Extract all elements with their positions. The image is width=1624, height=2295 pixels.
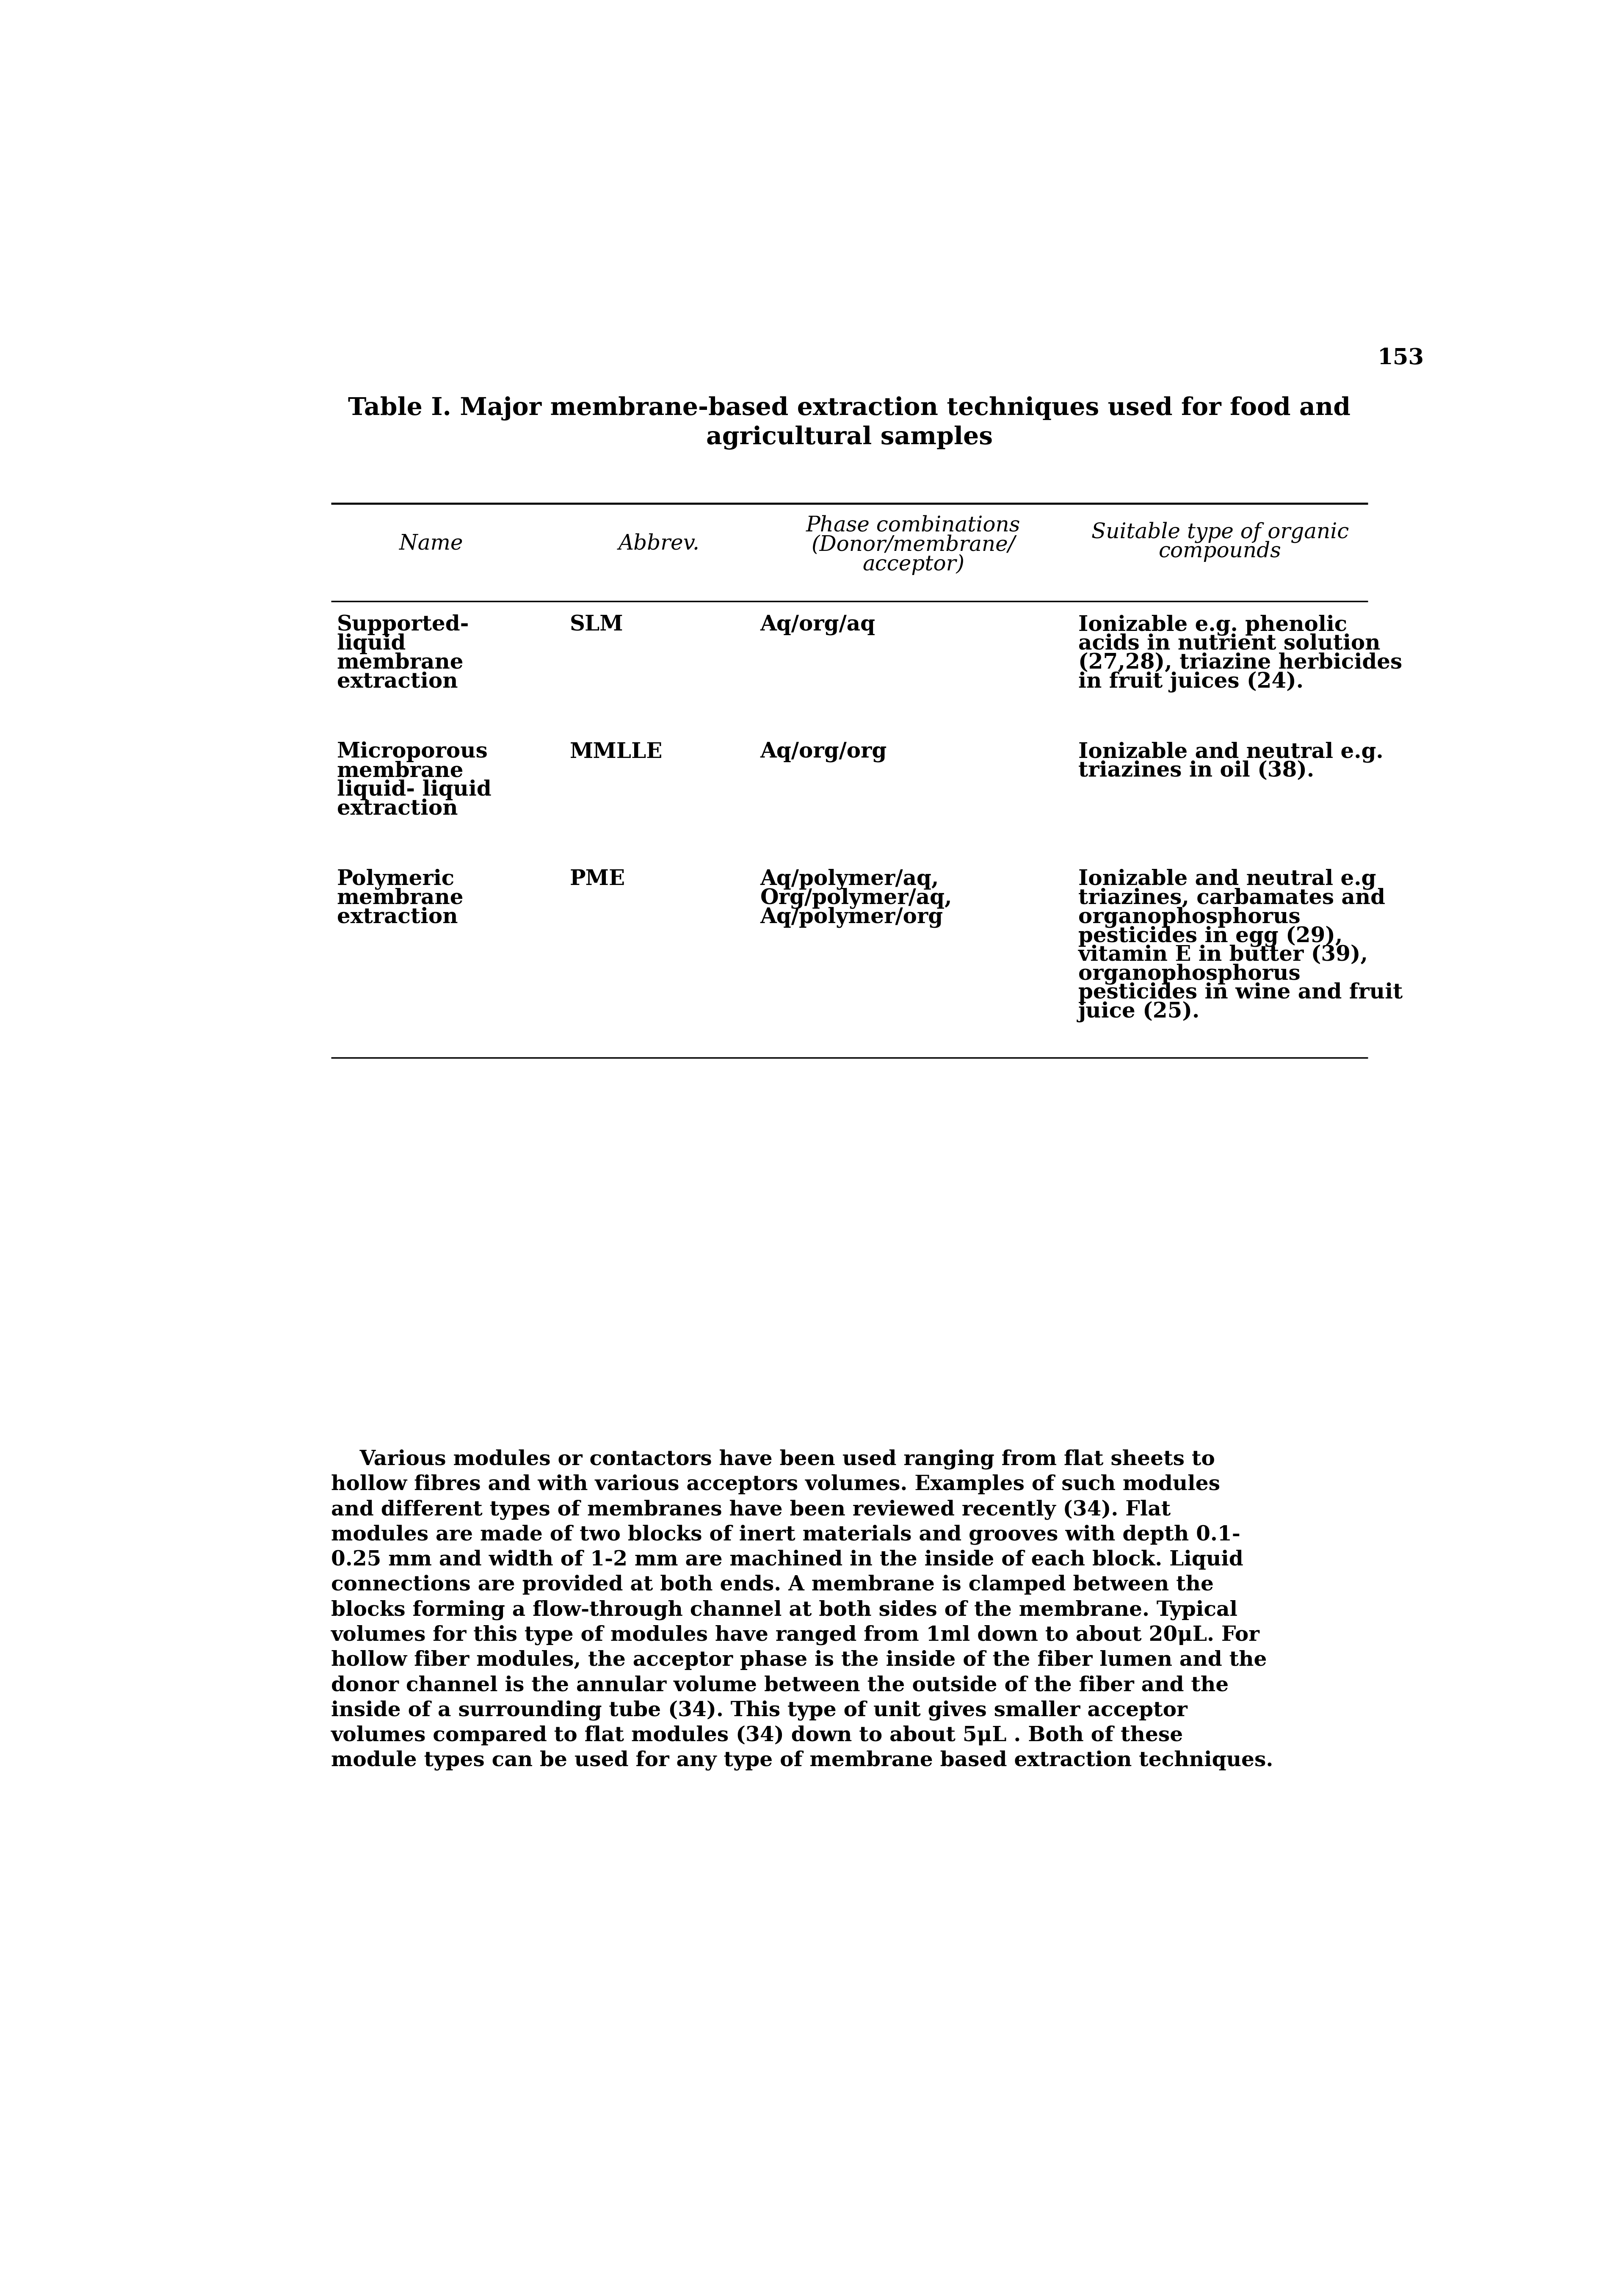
Text: Org/polymer/aq,: Org/polymer/aq, <box>760 888 952 909</box>
Text: membrane: membrane <box>336 652 464 672</box>
Text: donor channel is the annular volume between the outside of the fiber and the: donor channel is the annular volume betw… <box>331 1675 1229 1696</box>
Text: Microporous: Microporous <box>336 741 487 762</box>
Text: Abbrev.: Abbrev. <box>619 532 700 553</box>
Text: 0.25 mm and width of 1-2 mm are machined in the inside of each block. Liquid: 0.25 mm and width of 1-2 mm are machined… <box>331 1549 1244 1570</box>
Text: (Donor/membrane/: (Donor/membrane/ <box>812 535 1015 555</box>
Text: liquid: liquid <box>336 633 406 654</box>
Text: Aq/org/aq: Aq/org/aq <box>760 615 875 636</box>
Text: Table I. Major membrane-based extraction techniques used for food and: Table I. Major membrane-based extraction… <box>348 397 1351 420</box>
Text: 153: 153 <box>1377 347 1424 369</box>
Text: agricultural samples: agricultural samples <box>706 425 992 450</box>
Text: volumes for this type of modules have ranged from 1ml down to about 20μL. For: volumes for this type of modules have ra… <box>331 1625 1260 1646</box>
Text: and different types of membranes have been reviewed recently (34). Flat: and different types of membranes have be… <box>331 1499 1171 1519</box>
Text: Ionizable and neutral e.g.: Ionizable and neutral e.g. <box>1078 741 1384 762</box>
Text: volumes compared to flat modules (34) down to about 5μL . Both of these: volumes compared to flat modules (34) do… <box>331 1726 1184 1744</box>
Text: connections are provided at both ends. A membrane is clamped between the: connections are provided at both ends. A… <box>331 1574 1213 1595</box>
Text: PME: PME <box>570 870 625 890</box>
Text: Ionizable e.g. phenolic: Ionizable e.g. phenolic <box>1078 615 1348 636</box>
Text: Aq/org/org: Aq/org/org <box>760 741 887 762</box>
Text: Aq/polymer/aq,: Aq/polymer/aq, <box>760 870 939 890</box>
Text: SLM: SLM <box>570 615 624 636</box>
Text: organophosphorus: organophosphorus <box>1078 964 1301 985</box>
Text: Polymeric: Polymeric <box>336 870 455 890</box>
Text: triazines in oil (38).: triazines in oil (38). <box>1078 760 1314 780</box>
Text: extraction: extraction <box>336 799 458 819</box>
Text: Phase combinations: Phase combinations <box>806 514 1020 537</box>
Text: Ionizable and neutral e.g: Ionizable and neutral e.g <box>1078 870 1376 890</box>
Text: (27,28), triazine herbicides: (27,28), triazine herbicides <box>1078 652 1402 672</box>
Text: hollow fiber modules, the acceptor phase is the inside of the fiber lumen and th: hollow fiber modules, the acceptor phase… <box>331 1650 1267 1671</box>
Text: in fruit juices (24).: in fruit juices (24). <box>1078 670 1304 693</box>
Text: inside of a surrounding tube (34). This type of unit gives smaller acceptor: inside of a surrounding tube (34). This … <box>331 1701 1187 1721</box>
Text: juice (25).: juice (25). <box>1078 1001 1200 1021</box>
Text: membrane: membrane <box>336 760 464 780</box>
Text: liquid- liquid: liquid- liquid <box>336 780 492 801</box>
Text: module types can be used for any type of membrane based extraction techniques.: module types can be used for any type of… <box>331 1751 1273 1769</box>
Text: blocks forming a flow-through channel at both sides of the membrane. Typical: blocks forming a flow-through channel at… <box>331 1600 1237 1620</box>
Text: Various modules or contactors have been used ranging from flat sheets to: Various modules or contactors have been … <box>331 1448 1215 1469</box>
Text: organophosphorus: organophosphorus <box>1078 907 1301 927</box>
Text: triazines, carbamates and: triazines, carbamates and <box>1078 888 1385 909</box>
Text: acceptor): acceptor) <box>862 553 965 576</box>
Text: MMLLE: MMLLE <box>570 741 663 762</box>
Text: extraction: extraction <box>336 670 458 693</box>
Text: extraction: extraction <box>336 907 458 927</box>
Text: modules are made of two blocks of inert materials and grooves with depth 0.1-: modules are made of two blocks of inert … <box>331 1524 1241 1545</box>
Text: vitamin E in butter (39),: vitamin E in butter (39), <box>1078 946 1369 966</box>
Text: Aq/polymer/org: Aq/polymer/org <box>760 907 944 927</box>
Text: compounds: compounds <box>1160 542 1281 562</box>
Text: Name: Name <box>400 532 463 553</box>
Text: Supported-: Supported- <box>336 615 469 636</box>
Text: membrane: membrane <box>336 888 464 909</box>
Text: acids in nutrient solution: acids in nutrient solution <box>1078 633 1380 654</box>
Text: Suitable type of organic: Suitable type of organic <box>1091 521 1350 542</box>
Text: hollow fibres and with various acceptors volumes. Examples of such modules: hollow fibres and with various acceptors… <box>331 1473 1220 1494</box>
Text: pesticides in egg (29),: pesticides in egg (29), <box>1078 925 1343 948</box>
Text: pesticides in wine and fruit: pesticides in wine and fruit <box>1078 982 1403 1003</box>
